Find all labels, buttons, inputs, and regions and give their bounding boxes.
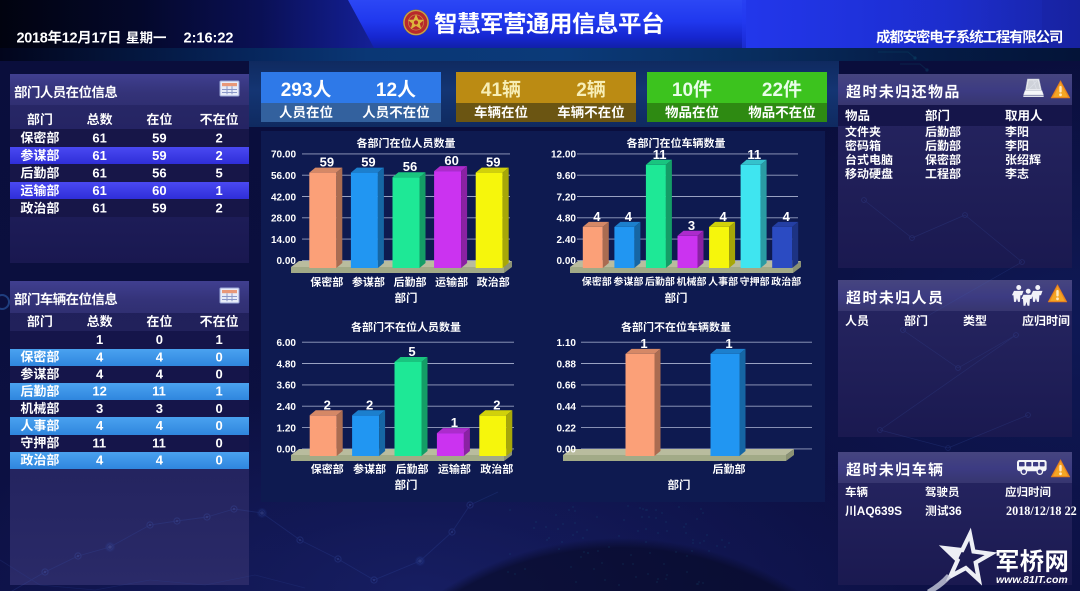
svg-text:12: 12	[376, 80, 397, 101]
svg-text:0: 0	[216, 349, 223, 364]
svg-text:36: 36	[949, 504, 963, 518]
svg-text:56: 56	[403, 159, 417, 174]
svg-text:7.20: 7.20	[557, 192, 577, 203]
svg-text:3: 3	[688, 218, 695, 233]
svg-text:1: 1	[96, 332, 103, 347]
svg-text:28.00: 28.00	[271, 214, 296, 225]
svg-text:2.40: 2.40	[557, 235, 577, 246]
svg-text:4: 4	[96, 418, 104, 433]
svg-text:42.00: 42.00	[271, 192, 296, 203]
svg-text:0: 0	[216, 435, 223, 450]
svg-text:4: 4	[593, 209, 601, 224]
svg-text:1: 1	[216, 183, 223, 198]
svg-text:4.80: 4.80	[277, 359, 297, 370]
svg-text:14.00: 14.00	[271, 235, 296, 246]
svg-text:12.00: 12.00	[551, 150, 576, 161]
svg-text:0.00: 0.00	[557, 445, 577, 456]
svg-text:61: 61	[92, 201, 106, 216]
svg-text:60: 60	[444, 153, 458, 168]
svg-text:11: 11	[152, 435, 166, 450]
svg-text:5: 5	[408, 344, 415, 359]
svg-text:2: 2	[324, 397, 331, 412]
svg-text:61: 61	[92, 130, 106, 145]
svg-text:70.00: 70.00	[271, 150, 296, 161]
svg-text:1.20: 1.20	[277, 423, 297, 434]
svg-text:22: 22	[762, 80, 783, 101]
svg-text:1: 1	[451, 415, 458, 430]
svg-text:17: 17	[92, 31, 108, 47]
svg-text:61: 61	[92, 183, 106, 198]
svg-text:11: 11	[747, 147, 761, 162]
svg-text:3: 3	[156, 401, 163, 416]
svg-text:0.00: 0.00	[557, 256, 577, 267]
svg-text:4: 4	[96, 349, 104, 364]
svg-text:4: 4	[156, 367, 164, 382]
svg-text:59: 59	[320, 155, 334, 170]
svg-text:11: 11	[653, 147, 667, 162]
svg-text:0: 0	[216, 401, 223, 416]
svg-text:293: 293	[281, 80, 313, 101]
svg-text:1.10: 1.10	[557, 338, 577, 349]
svg-text:AQ639S: AQ639S	[857, 504, 902, 518]
svg-text:1: 1	[216, 384, 223, 399]
svg-text:6.00: 6.00	[277, 338, 297, 349]
svg-text:10: 10	[672, 80, 693, 101]
svg-text:2: 2	[493, 397, 500, 412]
svg-text:4: 4	[156, 453, 164, 468]
svg-text:1: 1	[640, 336, 647, 351]
svg-text:0.22: 0.22	[557, 423, 577, 434]
svg-text:2: 2	[216, 148, 223, 163]
svg-text:59: 59	[361, 155, 375, 170]
svg-text:2: 2	[366, 397, 373, 412]
svg-text:4: 4	[96, 453, 104, 468]
svg-text:2018: 2018	[17, 31, 48, 47]
svg-text:0: 0	[216, 418, 223, 433]
svg-text:11: 11	[152, 384, 166, 399]
svg-text:3: 3	[96, 401, 103, 416]
svg-text:0: 0	[216, 453, 223, 468]
svg-text:12: 12	[62, 31, 78, 47]
svg-text:2018/12/18 22: 2018/12/18 22	[1006, 504, 1077, 518]
svg-text:59: 59	[152, 148, 166, 163]
svg-text:11: 11	[92, 435, 106, 450]
svg-text:1: 1	[725, 336, 732, 351]
svg-text:4: 4	[96, 367, 104, 382]
svg-text:0.00: 0.00	[277, 256, 297, 267]
svg-text:0.88: 0.88	[557, 359, 577, 370]
svg-text:1: 1	[216, 332, 223, 347]
svg-text:59: 59	[152, 201, 166, 216]
svg-text:0: 0	[156, 332, 163, 347]
svg-text:56: 56	[152, 166, 166, 181]
svg-text:4: 4	[720, 209, 728, 224]
svg-text:www.81IT.com: www.81IT.com	[996, 574, 1068, 586]
svg-text:59: 59	[486, 155, 500, 170]
svg-text:59: 59	[152, 130, 166, 145]
svg-text:5: 5	[216, 166, 223, 181]
svg-text:0.66: 0.66	[557, 381, 577, 392]
svg-text:2: 2	[216, 201, 223, 216]
svg-text:2: 2	[576, 80, 587, 101]
svg-text:2.40: 2.40	[277, 402, 297, 413]
svg-text:41: 41	[481, 80, 503, 101]
svg-text:4: 4	[625, 209, 633, 224]
svg-text:60: 60	[152, 183, 166, 198]
svg-text:56.00: 56.00	[271, 171, 296, 182]
svg-text:4: 4	[783, 209, 791, 224]
svg-text:4: 4	[156, 349, 164, 364]
svg-text:61: 61	[92, 148, 106, 163]
svg-text:61: 61	[92, 166, 106, 181]
svg-text:4.80: 4.80	[557, 214, 577, 225]
svg-text:4: 4	[156, 418, 164, 433]
svg-text:9.60: 9.60	[557, 171, 577, 182]
svg-text:12: 12	[92, 384, 106, 399]
svg-text:2: 2	[216, 130, 223, 145]
svg-text:0.44: 0.44	[557, 402, 577, 413]
svg-text:3.60: 3.60	[277, 381, 297, 392]
svg-text:0: 0	[216, 367, 223, 382]
svg-text:2:16:22: 2:16:22	[184, 31, 234, 47]
svg-text:0.00: 0.00	[277, 445, 297, 456]
